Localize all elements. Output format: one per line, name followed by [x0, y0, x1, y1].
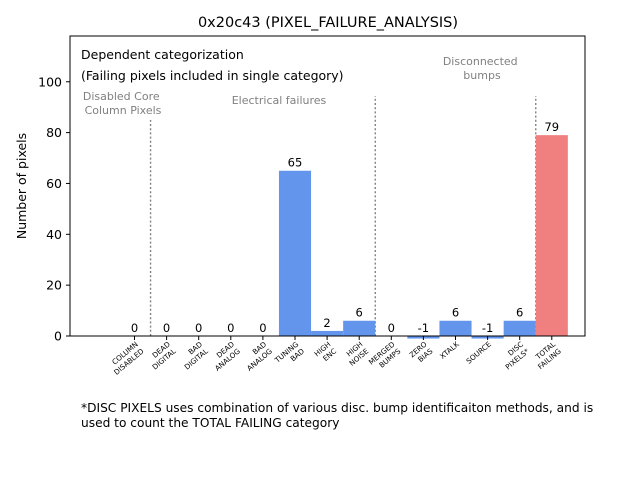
- bar-value-label: 6: [356, 306, 363, 320]
- x-tick-label: ZEROBIAS: [407, 339, 434, 366]
- bar-value-label: 65: [288, 156, 303, 170]
- bar-value-label: 0: [163, 321, 170, 335]
- y-tick-label: 80: [46, 125, 62, 140]
- bar-value-label: 0: [195, 321, 202, 335]
- x-tick-label: DEADDIGITAL: [145, 339, 178, 371]
- annotation-disconnected-line1: Disconnected: [443, 55, 518, 68]
- annotation-disabled-core-line2: Column Pixels: [85, 104, 162, 117]
- chart-title: 0x20c43 (PIXEL_FAILURE_ANALYSIS): [198, 15, 458, 31]
- x-tick-label: MERGEDBUMPS: [367, 339, 403, 373]
- x-tick-label: DEADANALOG: [207, 339, 242, 372]
- x-tick-label: TOTALFAILING: [530, 340, 563, 372]
- x-tick-label: HIGHNOISE: [342, 339, 371, 367]
- bar-value-label: 0: [131, 321, 138, 335]
- y-tick-label: 100: [38, 74, 62, 89]
- bar-value-label: 2: [323, 316, 330, 330]
- annotation-subheading: (Failing pixels included in single categ…: [81, 68, 344, 83]
- x-tick-label: BADDIGITAL: [177, 339, 210, 371]
- y-tick-label: 20: [46, 278, 62, 293]
- bar: [311, 330, 344, 336]
- annotation-heading: Dependent categorization: [81, 47, 244, 62]
- x-tick-label: HIGHENC: [312, 340, 338, 366]
- bar-value-label: 0: [259, 321, 266, 335]
- x-tick-label: DISCPIXELS*: [498, 339, 531, 371]
- annotation-electrical: Electrical failures: [232, 94, 327, 107]
- y-tick-label: 0: [54, 329, 62, 344]
- bar-value-label: 79: [544, 120, 559, 134]
- y-tick-label: 60: [46, 176, 62, 191]
- footnote: *DISC PIXELS uses combination of various…: [81, 401, 594, 430]
- bar-value-label: 0: [227, 321, 234, 335]
- bar: [535, 135, 568, 336]
- annotation-disconnected: Disconnected bumps: [443, 55, 521, 82]
- bar: [278, 170, 312, 336]
- annotation-disconnected-line2: bumps: [463, 69, 501, 82]
- bar-value-label: 6: [516, 306, 523, 320]
- bar-value-label: -1: [418, 321, 429, 335]
- annotation-disabled-core-line1: Disabled Core: [83, 90, 160, 103]
- y-axis-label: Number of pixels: [14, 133, 29, 239]
- y-tick-label: 40: [46, 227, 62, 242]
- bar-value-label: -1: [482, 321, 493, 335]
- x-tick-label: BADANALOG: [239, 339, 274, 372]
- plot-frame: [69, 35, 586, 337]
- bar: [343, 320, 376, 336]
- x-tick-label: XTALK: [438, 339, 461, 360]
- x-tick-label: COLUMNDISABLED: [106, 339, 146, 376]
- bar: [503, 320, 536, 336]
- bar-value-label: 0: [388, 321, 395, 335]
- annotation-disabled-core: Disabled Core Column Pixels: [83, 90, 163, 117]
- bar-value-label: 6: [452, 306, 459, 320]
- x-tick-label: TUNINGBAD: [272, 339, 306, 372]
- pixel-failure-chart: 0x20c43 (PIXEL_FAILURE_ANALYSIS) Number …: [14, 15, 586, 377]
- bar: [439, 320, 472, 336]
- x-tick-label: SOURCE: [464, 339, 493, 365]
